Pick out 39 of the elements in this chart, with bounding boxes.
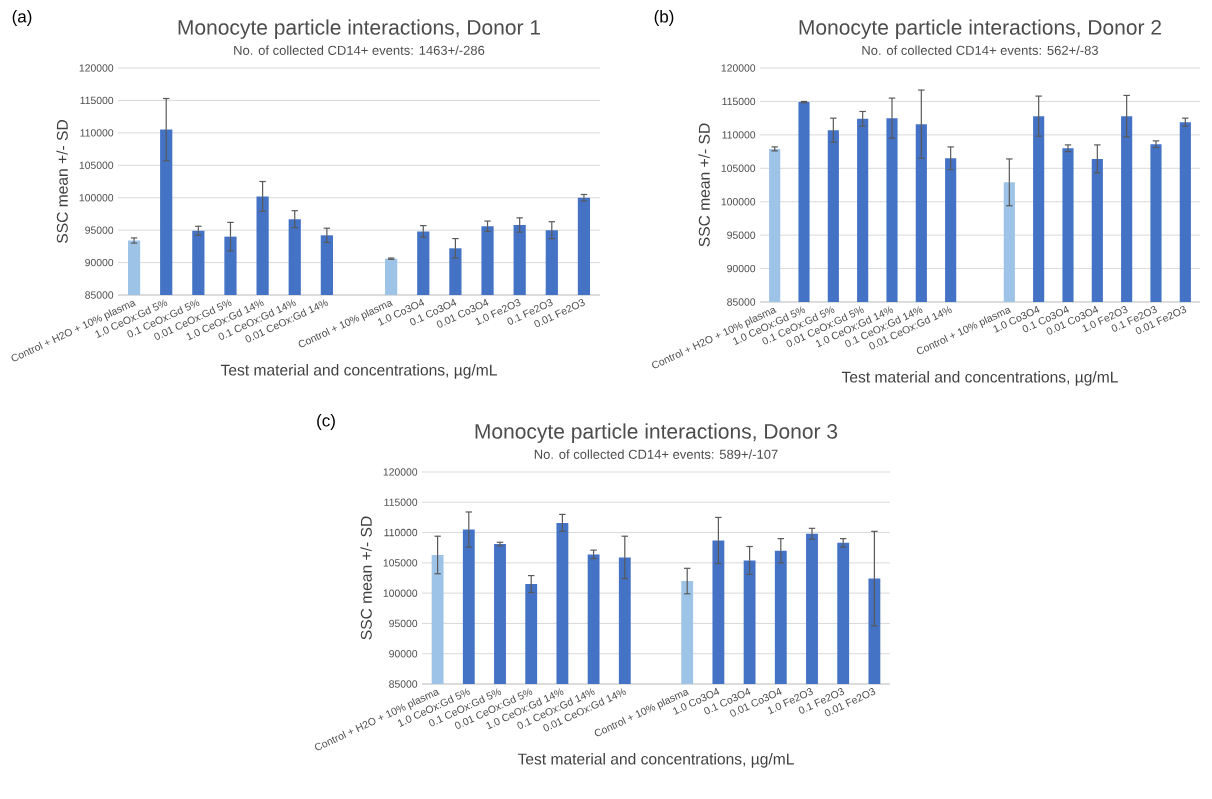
text: (b) — [654, 10, 674, 26]
y-tick-label: 100000 — [383, 589, 418, 597]
y-tick-label: 120000 — [383, 468, 418, 476]
y-tick-label: 90000 — [727, 264, 756, 273]
y-tick-label: 90000 — [389, 650, 418, 658]
y-axis-title: SSC mean +/- SD — [360, 516, 372, 640]
y-tick-label: 100000 — [721, 198, 756, 206]
y-tick-label: 105000 — [721, 164, 756, 172]
y-tick-label: 110000 — [722, 131, 756, 139]
y-tick-label: 120000 — [79, 64, 114, 72]
x-axis-title: Test material and concentrations, µg/mL — [220, 364, 497, 379]
chart-subtitle: No. of collected CD14+ events: 562+/-83 — [862, 45, 1099, 55]
chart-subtitle: No. of collected CD14+ events: 1463+/-286 — [234, 45, 485, 55]
y-axis-title: SSC mean +/- SD — [56, 120, 68, 243]
y-tick-label: 115000 — [80, 96, 114, 105]
y-tick-label: 115000 — [384, 498, 418, 506]
y-tick-label: 85000 — [727, 298, 756, 306]
y-tick-label: 120000 — [721, 64, 756, 72]
y-tick-label: 100000 — [79, 194, 114, 202]
y-tick-label: 95000 — [389, 619, 418, 628]
y-tick-label: 105000 — [383, 559, 418, 567]
text: (c) — [317, 414, 335, 430]
chart-subtitle: No. of collected CD14+ events: 589+/-107 — [534, 449, 778, 459]
y-tick-label: 115000 — [722, 97, 756, 106]
chart-title: Monocyte particle interactions, Donor 2 — [799, 19, 1161, 39]
chart-title: Monocyte particle interactions, Donor 3 — [475, 423, 838, 443]
y-axis-title: SSC mean +/- SD — [698, 123, 710, 247]
chart-title: Monocyte particle interactions, Donor 1 — [178, 19, 540, 39]
y-tick-label: 110000 — [384, 528, 418, 537]
y-tick-label: 110000 — [80, 129, 114, 137]
y-tick-label: 95000 — [727, 231, 756, 239]
y-tick-label: 105000 — [79, 161, 114, 169]
y-tick-label: 85000 — [389, 680, 418, 688]
x-axis-title: Test material and concentrations, µg/mL — [841, 371, 1118, 386]
text: (a) — [12, 10, 32, 26]
x-axis-title: Test material and concentrations, µg/mL — [517, 753, 794, 768]
y-tick-label: 95000 — [85, 226, 114, 234]
y-tick-label: 90000 — [85, 258, 114, 267]
y-tick-label: 85000 — [85, 291, 114, 299]
